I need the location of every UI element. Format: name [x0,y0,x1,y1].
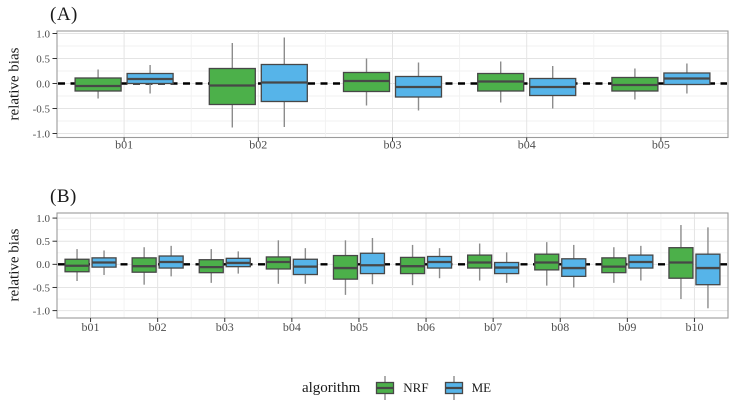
y-tick-label: 0.0 [36,78,50,90]
boxplot-b06-ME [426,248,453,279]
x-tick-label: b09 [618,320,636,334]
x-tick-label: b04 [283,320,301,334]
boxplot-b08-ME [561,244,587,288]
boxplot-b03-ME [225,251,251,274]
boxplot-b07-ME [493,252,520,283]
boxplot-b04-NRF [265,240,292,284]
panel-a-plot: 1.0 0.5 0.0 -0.5 -1.0 b01 b02 b03 b04 b05 [33,28,729,152]
boxplot-b02-ME [158,245,184,277]
boxplot-b01-ME [91,250,117,275]
boxplot-b05-NRF [332,240,359,295]
boxplot-b03-NRF [342,58,391,106]
boxplot-b02-NRF [208,43,256,128]
x-tick-label: b07 [484,320,502,334]
box [359,252,386,275]
me-boxplot-key-icon [444,376,463,400]
x-tick-label: b01 [82,320,100,334]
y-tick-label: -1.0 [33,305,51,317]
y-tick-label: 0.0 [36,259,50,271]
legend-label-me: ME [471,380,492,395]
legend-label-nrf: NRF [403,380,429,395]
panel-frame [56,212,729,319]
boxplot-b04-ME [292,248,319,284]
y-tick-label: -0.5 [33,282,51,294]
boxplot-b05-NRF [611,68,659,100]
boxplot-b06-NRF [399,244,426,286]
x-tick-label: b02 [149,320,167,334]
panel-a-title: (A) [50,4,78,25]
x-tick-label: b05 [350,320,368,334]
boxplot-b10-ME [695,227,721,309]
x-tick-label: b08 [551,320,569,334]
boxplot-b02-NRF [131,247,157,285]
box [131,257,157,273]
boxplot-b05-ME [359,237,386,285]
y-tick-label: 0.5 [36,236,50,248]
x-tick-label: b04 [518,138,536,152]
x-tick-label: b03 [216,320,234,334]
x-tick-label: b03 [384,138,402,152]
x-tick-label: b06 [417,320,435,334]
nrf-boxplot-key-icon [376,376,395,400]
boxplot-b03-ME [394,62,443,111]
boxplot-b03-NRF [198,249,224,283]
legend-entry-me: ME [443,374,492,402]
x-tick-label: b10 [685,320,703,334]
boxplot-b08-NRF [534,242,560,286]
boxplot-b10-NRF [668,225,694,300]
boxplot-b07-NRF [466,243,493,281]
y-tick-label: -0.5 [33,103,51,115]
boxplot-b09-NRF [601,247,627,283]
y-tick-label: 1.0 [36,213,50,225]
legend-entry-nrf: NRF [374,374,429,402]
legend-title: algorithm [301,379,361,396]
boxplot-b02-ME [260,37,308,127]
y-tick-label: 1.0 [36,28,50,40]
panel-b-plot: 1.0 0.5 0.0 -0.5 -1.0 b01 b02 b03 b04 b05 b06 b07 b0… [33,212,729,334]
x-tick-label: b05 [652,138,670,152]
boxplot-b05-ME [663,63,711,94]
boxplot-b01-ME [126,65,174,94]
boxplot-b04-ME [529,66,577,109]
panel-b-title: (B) [50,186,77,207]
boxplot-b09-ME [628,245,654,281]
y-tick-label: 0.5 [36,53,50,65]
panel-b-y-axis-title: relative bias [6,228,23,302]
box [601,257,627,274]
boxplot-b04-NRF [477,61,525,103]
boxplot-b01-NRF [64,249,90,281]
y-tick-label: -1.0 [33,128,51,140]
x-tick-label: b02 [249,138,267,152]
legend: algorithm NRF ME [57,371,736,405]
boxplot-b01-NRF [74,69,122,99]
x-tick-label: b01 [115,138,133,152]
box [74,77,122,92]
box [695,253,721,286]
panel-a-y-axis-title: relative bias [6,47,23,121]
